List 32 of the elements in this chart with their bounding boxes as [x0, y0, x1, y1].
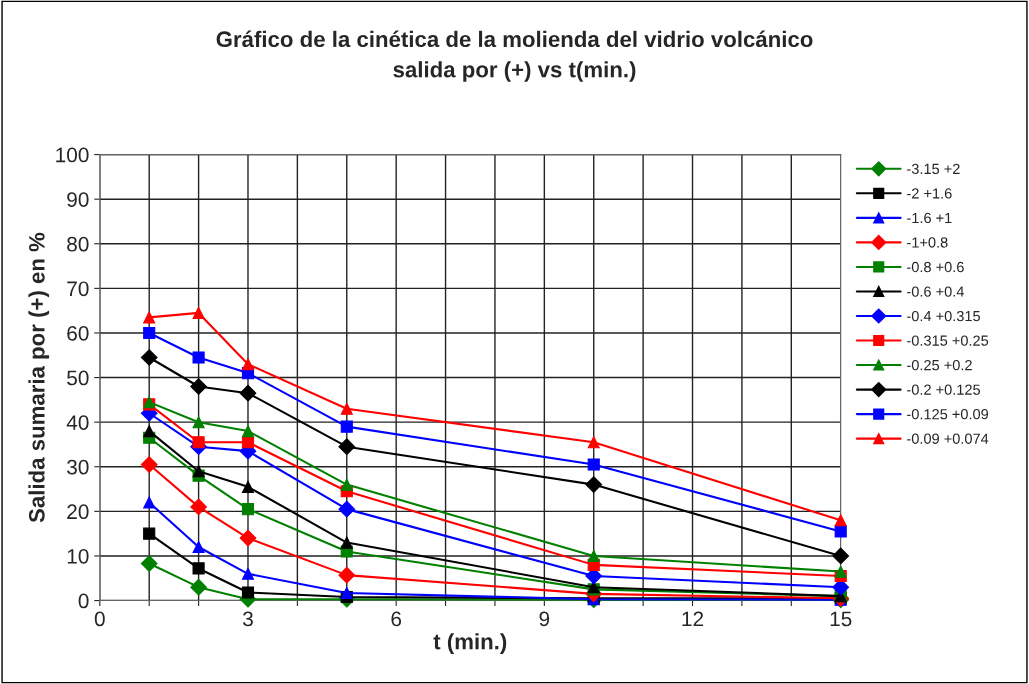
y-tick-label: 80 — [67, 236, 89, 252]
legend-label: -0.6 +0.4 — [907, 286, 964, 297]
y-tick-label: 10 — [67, 548, 89, 564]
x-tick-label: 15 — [830, 611, 852, 627]
legend-label: -2 +1.6 — [907, 188, 952, 199]
y-tick-label: 70 — [67, 281, 89, 297]
y-axis-title: Salida sumaria por (+) en % — [28, 232, 50, 523]
legend-label: -1+0.8 — [907, 237, 948, 248]
legend-label: -0.315 +0.25 — [907, 335, 989, 346]
chart-title: Gráfico de la cinética de la molienda del vidrio volcánico salida por (+) vs t(min.) — [216, 30, 813, 82]
x-tick-label: 12 — [682, 611, 704, 627]
x-tick-label: 0 — [94, 611, 105, 627]
x-axis-title: t (min.) — [433, 633, 507, 654]
y-tick-label: 40 — [66, 415, 89, 430]
legend-label: -0.8 +0.6 — [907, 261, 964, 273]
y-tick-label: 30 — [67, 459, 89, 475]
legend-label: -0.09 +0.074 — [907, 433, 989, 444]
legend-label: -3.15 +2 — [907, 163, 960, 175]
legend-label: -0.125 +0.09 — [907, 409, 989, 420]
x-tick-label: 3 — [242, 611, 253, 627]
legend-label: -0.2 +0.125 — [907, 384, 981, 395]
legend-label: -0.25 +0.2 — [907, 359, 972, 371]
y-tick-label: 20 — [67, 504, 89, 520]
y-tick-label: 100 — [56, 147, 89, 163]
y-tick-label: 60 — [67, 325, 89, 341]
y-tick-label: 90 — [67, 192, 89, 207]
x-tick-label: 9 — [539, 611, 550, 627]
legend-label: -1.6 +1 — [907, 212, 952, 224]
y-tick-label: 0 — [78, 593, 89, 609]
x-tick-label: 6 — [391, 611, 402, 627]
y-tick-label: 50 — [67, 370, 89, 386]
legend-label: -0.4 +0.315 — [907, 310, 981, 322]
